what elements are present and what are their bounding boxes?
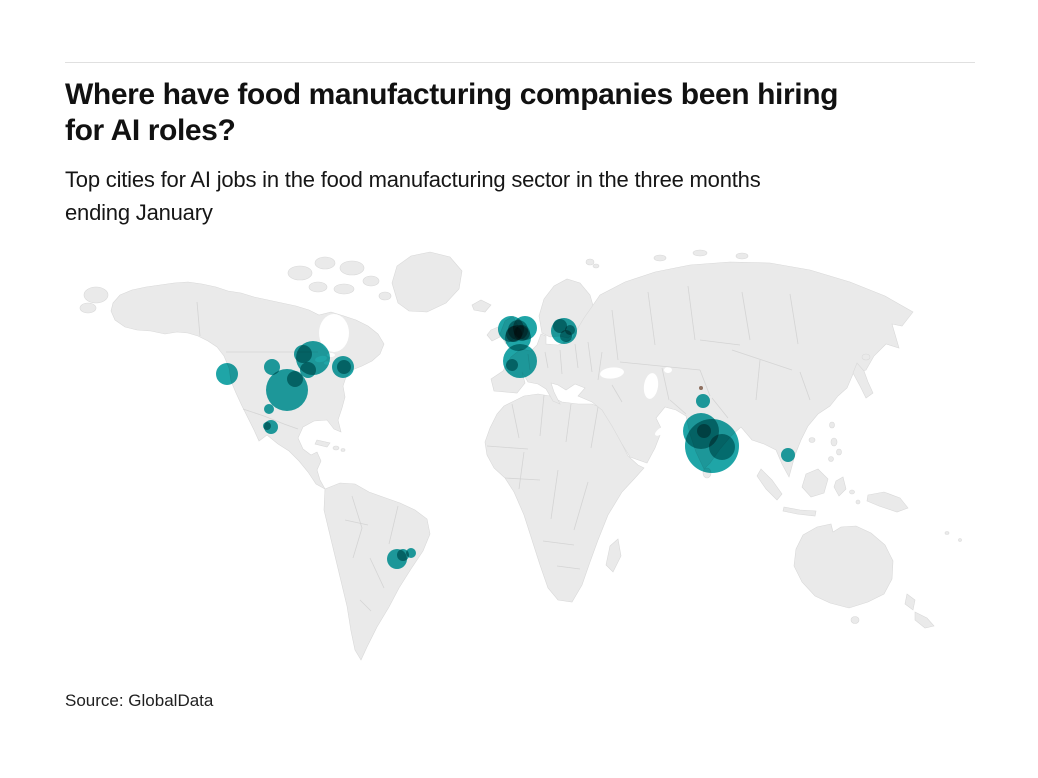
- city-bubble-us-mountain: [264, 359, 280, 375]
- city-bubble-south-india-overlap: [697, 424, 711, 438]
- city-bubble-brazil-coast-small: [406, 548, 416, 558]
- city-bubble-northern-europe-overlap-3: [565, 325, 575, 335]
- city-bubble-us-east-coast-inner: [337, 360, 351, 374]
- city-bubble-uk-cluster-6: [514, 325, 530, 341]
- source-note: Source: GlobalData: [65, 691, 214, 710]
- basemap-land: [79, 249, 962, 661]
- city-bubble-western-europe-small-dark: [506, 359, 518, 371]
- bubble-layer: [216, 316, 795, 569]
- city-bubble-us-west-coast: [216, 363, 238, 385]
- city-bubble-us-southwest-small: [264, 404, 274, 414]
- city-bubble-southeast-asia: [781, 448, 795, 462]
- city-bubble-north-india: [696, 394, 710, 408]
- city-bubble-us-central-overlap: [287, 371, 303, 387]
- chart-title: Where have food manufacturing companies …: [65, 78, 839, 147]
- city-bubble-brazil-southeast-overlap: [397, 549, 409, 561]
- chart-subtitle: Top cities for AI jobs in the food manuf…: [65, 167, 761, 225]
- city-bubble-us-midwest-overlap-2: [300, 362, 316, 378]
- city-bubble-nepal-tiny-marker: [699, 386, 703, 390]
- city-bubble-mexico-overlap: [263, 422, 271, 430]
- city-bubble-northern-europe-overlap-1: [553, 319, 567, 333]
- city-bubble-south-india-3: [709, 434, 735, 460]
- top-divider: [65, 62, 975, 63]
- city-bubble-us-midwest-overlap-1: [294, 345, 312, 363]
